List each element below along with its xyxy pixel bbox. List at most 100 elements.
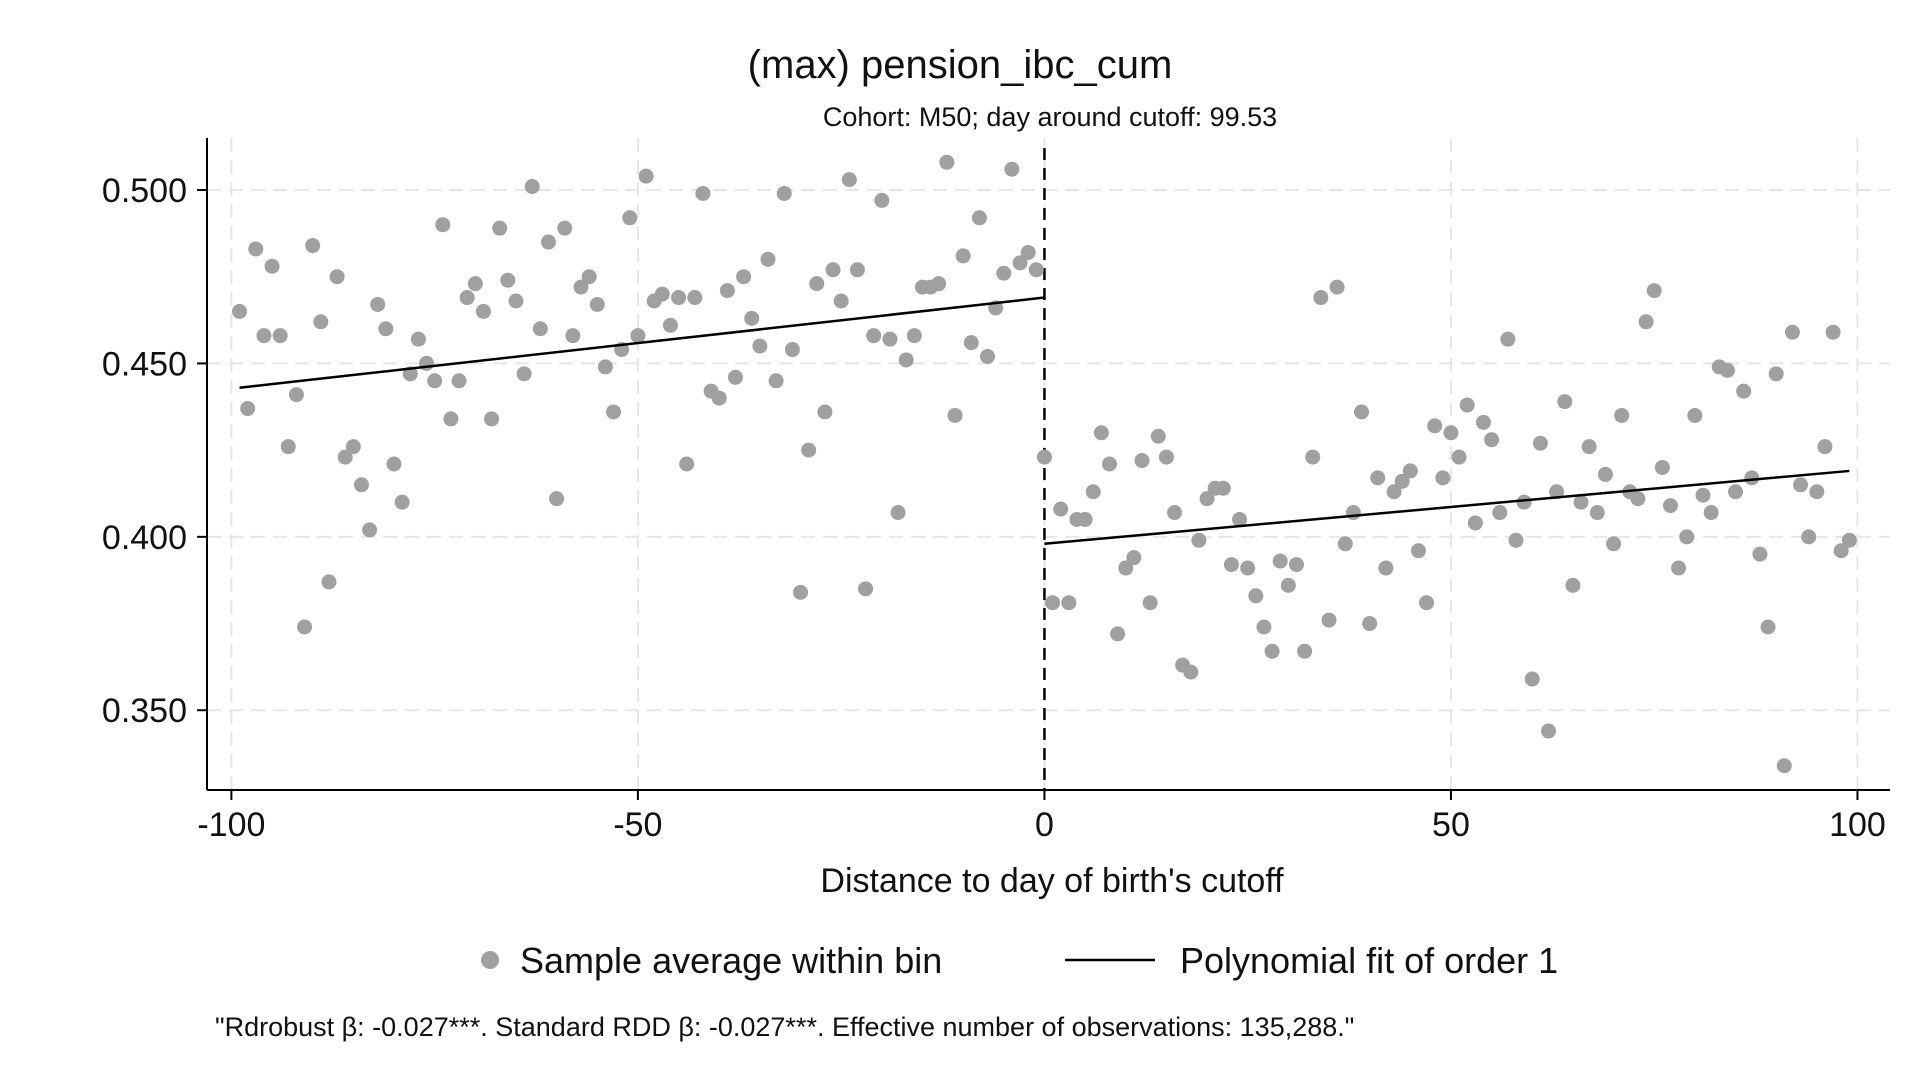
data-point	[1150, 428, 1166, 444]
axes-layer: 0.350 0.400 0.450 0.500 -100 -50 0 50 100	[102, 138, 1890, 844]
x-tick-label: -100	[197, 806, 265, 844]
data-point	[508, 293, 524, 309]
data-point	[272, 328, 288, 344]
data-point	[280, 439, 296, 455]
data-point	[1110, 626, 1126, 642]
data-point	[719, 283, 735, 299]
data-point	[711, 390, 727, 406]
data-point	[996, 265, 1012, 281]
y-tick-label: 0.400	[102, 519, 187, 557]
data-point	[1841, 532, 1857, 548]
data-point	[1313, 290, 1329, 306]
legend-points-marker	[481, 951, 499, 969]
data-point	[484, 411, 500, 427]
data-point	[1134, 453, 1150, 469]
legend-points-label: Sample average within bin	[520, 940, 942, 981]
data-point	[597, 359, 613, 375]
data-point	[939, 154, 955, 170]
data-point	[1305, 449, 1321, 465]
data-point	[1435, 470, 1451, 486]
data-point	[1728, 484, 1744, 500]
data-point	[931, 276, 947, 292]
data-point	[1784, 324, 1800, 340]
data-point	[313, 314, 329, 330]
data-point	[898, 352, 914, 368]
data-point	[662, 317, 678, 333]
data-point	[297, 619, 313, 635]
data-point	[410, 331, 426, 347]
data-point	[248, 241, 264, 257]
data-point	[1093, 425, 1109, 441]
data-point	[1451, 449, 1467, 465]
data-point	[549, 491, 565, 507]
x-axis-label: Distance to day of birth's cutoff	[820, 862, 1284, 900]
data-point	[1484, 432, 1500, 448]
data-point	[492, 220, 508, 236]
data-point	[1321, 612, 1337, 628]
data-point	[264, 258, 280, 274]
data-point	[1264, 643, 1280, 659]
data-point	[1524, 671, 1540, 687]
data-point	[378, 321, 394, 337]
data-point	[1036, 449, 1052, 465]
x-tick-label: 50	[1432, 806, 1470, 844]
data-point	[1614, 407, 1630, 423]
x-tick-label: -50	[613, 806, 662, 844]
data-point	[1752, 546, 1768, 562]
data-point	[1687, 407, 1703, 423]
data-point	[1833, 543, 1849, 559]
data-point	[1199, 491, 1215, 507]
data-point	[573, 279, 589, 295]
data-point	[386, 456, 402, 472]
data-point	[1240, 560, 1256, 576]
data-point	[1443, 425, 1459, 441]
data-point	[1508, 532, 1524, 548]
data-point	[793, 584, 809, 600]
data-point	[1825, 324, 1841, 340]
data-point	[337, 449, 353, 465]
data-point	[679, 456, 695, 472]
data-point	[1077, 511, 1093, 527]
data-point	[1736, 383, 1752, 399]
data-point	[849, 262, 865, 278]
data-point	[419, 355, 435, 371]
data-point	[345, 439, 361, 455]
data-point	[1183, 664, 1199, 680]
data-point	[1410, 543, 1426, 559]
data-point	[451, 373, 467, 389]
data-point	[1142, 595, 1158, 611]
data-point	[370, 296, 386, 312]
data-point	[1671, 560, 1687, 576]
data-point	[1467, 515, 1483, 531]
data-point	[1573, 494, 1589, 510]
data-point	[1679, 529, 1695, 545]
data-point	[1817, 439, 1833, 455]
data-point	[1565, 577, 1581, 593]
data-point	[232, 303, 248, 319]
data-point	[1288, 557, 1304, 573]
data-point	[1337, 536, 1353, 552]
data-point	[1386, 484, 1402, 500]
data-point	[467, 276, 483, 292]
data-point	[427, 373, 443, 389]
data-point	[1646, 283, 1662, 299]
data-point	[1703, 505, 1719, 521]
data-point	[1354, 404, 1370, 420]
data-point	[695, 185, 711, 201]
data-point	[1126, 550, 1142, 566]
data-point	[1768, 366, 1784, 382]
data-point	[768, 373, 784, 389]
data-point	[890, 505, 906, 521]
data-point	[1427, 418, 1443, 434]
data-point	[801, 442, 817, 458]
x-tick-label: 0	[1035, 806, 1054, 844]
fit-line	[239, 296, 1045, 389]
data-point	[1297, 643, 1313, 659]
data-point	[1662, 498, 1678, 514]
data-point	[1345, 505, 1361, 521]
data-point	[1167, 505, 1183, 521]
data-point	[744, 310, 760, 326]
data-point	[825, 262, 841, 278]
